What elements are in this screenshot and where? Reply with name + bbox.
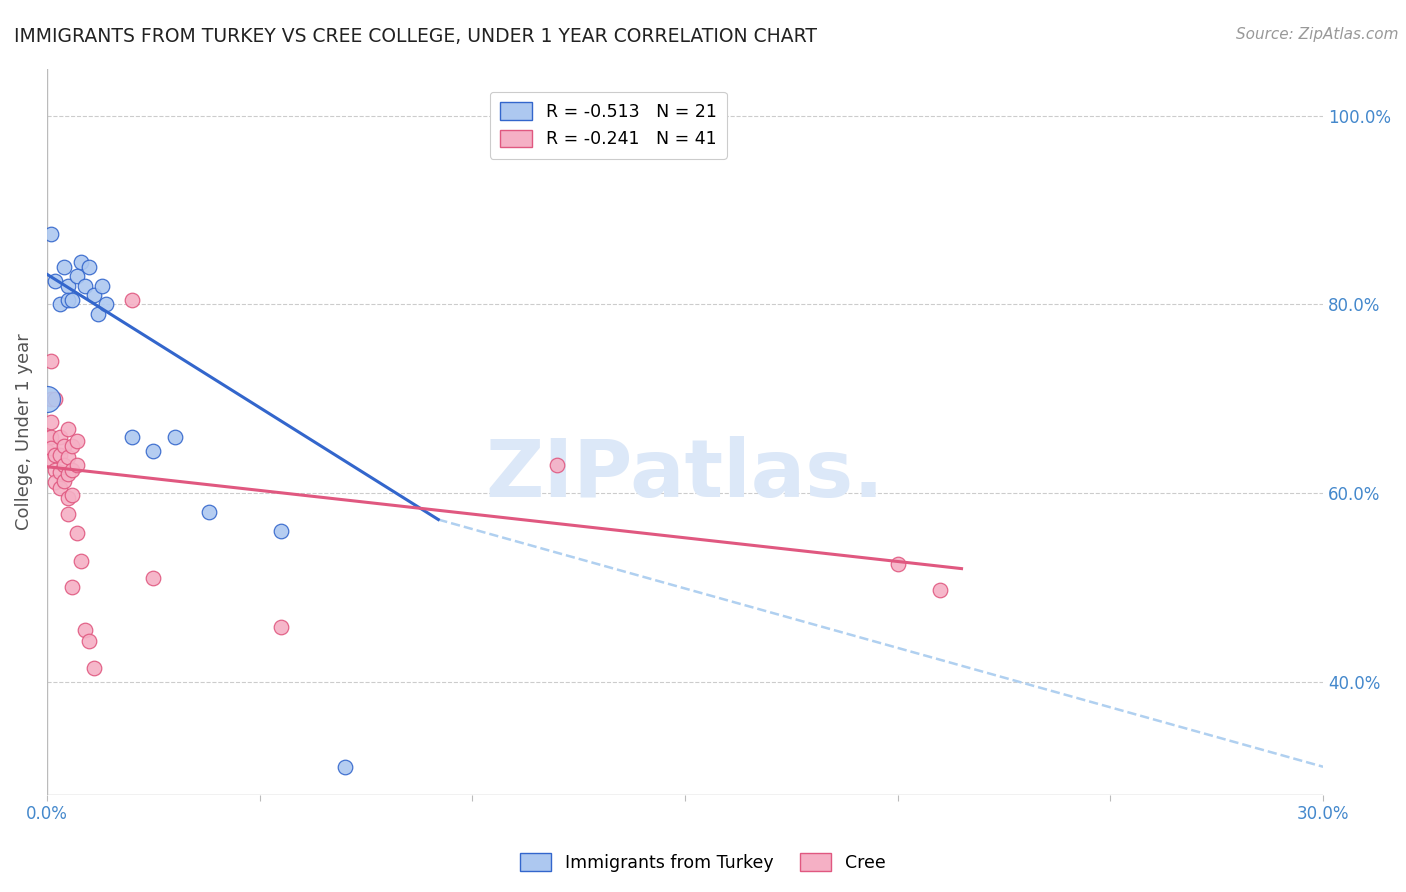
Point xyxy=(52,439,75,453)
Point xyxy=(56,450,79,465)
Point xyxy=(197,505,219,519)
Point xyxy=(79,634,101,648)
Point xyxy=(44,392,66,406)
Point xyxy=(83,288,105,302)
Point xyxy=(44,462,66,476)
Point xyxy=(56,278,79,293)
Point xyxy=(70,554,93,568)
Point xyxy=(96,297,118,311)
Point xyxy=(66,269,89,284)
Point xyxy=(270,524,292,538)
Point xyxy=(163,429,186,443)
Point xyxy=(66,525,89,540)
Point xyxy=(39,441,62,455)
Point xyxy=(56,491,79,505)
Point xyxy=(48,429,70,443)
Point xyxy=(39,392,62,406)
Point xyxy=(333,760,356,774)
Point xyxy=(56,467,79,482)
Point xyxy=(35,429,58,443)
Legend: Immigrants from Turkey, Cree: Immigrants from Turkey, Cree xyxy=(513,847,893,879)
Point xyxy=(546,458,568,472)
Point xyxy=(142,571,165,585)
Point xyxy=(66,458,89,472)
Text: Source: ZipAtlas.com: Source: ZipAtlas.com xyxy=(1236,27,1399,42)
Point xyxy=(39,429,62,443)
Point xyxy=(52,260,75,274)
Point xyxy=(39,354,62,368)
Point xyxy=(66,434,89,449)
Point xyxy=(56,422,79,436)
Point xyxy=(48,449,70,463)
Point xyxy=(52,474,75,488)
Point xyxy=(56,507,79,521)
Point xyxy=(48,297,70,311)
Point xyxy=(35,392,58,406)
Point xyxy=(83,661,105,675)
Point xyxy=(62,488,84,502)
Y-axis label: College, Under 1 year: College, Under 1 year xyxy=(15,334,32,530)
Point xyxy=(35,443,58,458)
Point xyxy=(121,293,143,307)
Point xyxy=(44,274,66,288)
Point xyxy=(929,583,952,598)
Point xyxy=(56,293,79,307)
Point xyxy=(87,307,110,321)
Point xyxy=(79,260,101,274)
Point xyxy=(62,439,84,453)
Point xyxy=(62,462,84,476)
Point xyxy=(48,482,70,496)
Point xyxy=(886,557,908,571)
Point xyxy=(48,466,70,480)
Point xyxy=(39,415,62,429)
Point xyxy=(70,255,93,269)
Point xyxy=(52,458,75,472)
Point xyxy=(121,429,143,443)
Point xyxy=(62,293,84,307)
Text: ZIPatlas.: ZIPatlas. xyxy=(485,436,884,515)
Point xyxy=(44,475,66,489)
Point xyxy=(270,620,292,634)
Text: IMMIGRANTS FROM TURKEY VS CREE COLLEGE, UNDER 1 YEAR CORRELATION CHART: IMMIGRANTS FROM TURKEY VS CREE COLLEGE, … xyxy=(14,27,817,45)
Legend: R = -0.513   N = 21, R = -0.241   N = 41: R = -0.513 N = 21, R = -0.241 N = 41 xyxy=(491,92,727,159)
Point xyxy=(39,227,62,241)
Point xyxy=(75,623,97,637)
Point xyxy=(142,443,165,458)
Point xyxy=(35,453,58,467)
Point xyxy=(91,278,114,293)
Point xyxy=(75,278,97,293)
Point xyxy=(44,449,66,463)
Point xyxy=(62,581,84,595)
